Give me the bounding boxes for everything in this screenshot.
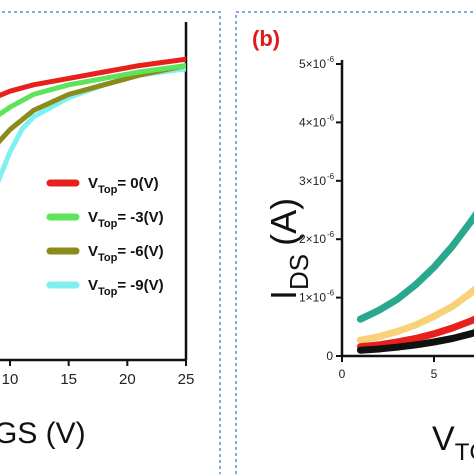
panel-b-y-tick-exponent-2: -6 <box>327 230 335 239</box>
panel-b-y-label-sub: DS <box>284 254 314 290</box>
panel-a-x-tick-label-2: 20 <box>119 371 136 388</box>
panel-b-x-label-main: V <box>432 420 455 458</box>
panel-a-series-line-0 <box>0 56 186 98</box>
panel-a-x-label-sub: GS (V) <box>0 417 86 450</box>
panel-a-legend: VTop= 0(V) VTop= -3(V) VTop= -6(V) VTop= -9… <box>46 175 164 298</box>
panel-a-series-line-1 <box>0 63 186 118</box>
panel-b-label: (b) <box>252 26 280 51</box>
panel-b-x-label: VTC <box>432 420 474 466</box>
panel-b-y-tick-exponent-5: -6 <box>327 55 335 64</box>
panel-b-y-ticks: 01×10 -62×10 -63×10 -64×10 -65×10 -6 <box>299 55 342 363</box>
panel-b-y-tick-label-4: 4×10 <box>299 115 326 129</box>
panel-b-y-tick-label-3: 3×10 <box>299 174 326 188</box>
svg-text:IDS(A): IDS (A) <box>263 198 314 300</box>
panel-a-x-tick-label-1: 15 <box>60 371 77 388</box>
panel-b-x-tick-label-1: 5 <box>431 367 438 381</box>
panel-b-y-tick-exponent-4: -6 <box>327 113 335 122</box>
panel-a-x-tick-label-3: 25 <box>178 371 195 388</box>
panel-b-y-tick-label-5: 5×10 <box>299 57 326 71</box>
panel-a-legend-label-3: VTop= -9(V) <box>88 277 164 298</box>
panel-b-y-tick-exponent-3: -6 <box>327 172 335 181</box>
panel-b-y-label-main: I <box>263 290 304 300</box>
panel-b-y-tick-label-0: 0 <box>326 349 333 363</box>
panel-b-y-tick-label-1: 1×10 <box>299 291 326 305</box>
panel-b-x-label-sub: TC <box>455 439 474 466</box>
panel-b-y-tick-exponent-1: -6 <box>327 289 335 298</box>
panel-a-plot: 10 15 20 25 GS (V) VTop= 0(V)VTop= -3(V)VTo… <box>0 22 195 450</box>
panel-a-legend-label-0: VTop= 0(V) <box>88 175 159 196</box>
panel-a-series-line-3 <box>0 66 186 185</box>
panel-b-x-tick-label-0: 0 <box>339 367 346 381</box>
panel-b-y-tick-label-2: 2×10 <box>299 232 326 246</box>
panel-a-legend-label-1: VTop= -3(V) <box>88 209 164 230</box>
panel-a-legend-label-2: VTop= -6(V) <box>88 243 164 264</box>
panel-a-x-tick-label-0: 10 <box>2 371 19 388</box>
panel-a-frame <box>0 11 221 474</box>
panel-a-series-group <box>0 56 186 185</box>
panel-b-y-label: IDS (A) <box>263 198 314 300</box>
panel-b-series-line-1 <box>356 285 474 344</box>
panel-b-series-group <box>356 211 474 354</box>
panel-a-x-ticks: 10 15 20 25 <box>2 360 195 388</box>
panel-b-series-line-3 <box>356 329 474 354</box>
panel-a-series-line-2 <box>0 63 186 145</box>
panel-b-series-line-0 <box>356 211 474 323</box>
panel-b-y-label-unit: (A) <box>263 198 304 246</box>
panel-a-x-label: GS (V) <box>0 417 86 450</box>
panel-b-series-line-2 <box>356 315 474 351</box>
